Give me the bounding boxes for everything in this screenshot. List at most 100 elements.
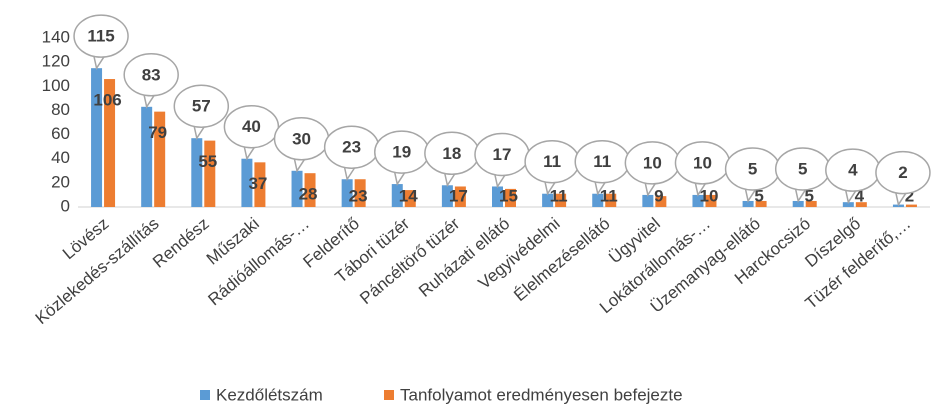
callout-join (494, 166, 506, 173)
legend-label: Kezdőlétszám (216, 385, 323, 404)
callout-join (694, 174, 707, 181)
callout-join (794, 180, 807, 187)
bar (605, 193, 617, 207)
callout-join (243, 138, 256, 145)
bar (141, 106, 153, 207)
bar (354, 179, 366, 207)
data-label: 30 (292, 129, 311, 148)
data-label: 5 (754, 186, 763, 205)
bar (705, 194, 717, 207)
callout-join (644, 174, 657, 181)
bar (204, 140, 216, 207)
callout-join (844, 182, 857, 189)
callout-join (443, 165, 456, 172)
data-label: 11 (550, 186, 568, 205)
data-label: 79 (148, 123, 167, 142)
callout-join (143, 86, 156, 93)
y-tick-label: 20 (51, 172, 70, 191)
data-label: 4 (848, 161, 858, 180)
data-label: 106 (93, 91, 121, 110)
y-tick-label: 0 (61, 196, 70, 215)
callout-join (894, 184, 907, 191)
data-label: 55 (198, 152, 217, 171)
data-label: 19 (392, 143, 411, 162)
legend-label: Tanfolyamot eredményesen befejezte (400, 385, 683, 404)
bar (391, 184, 403, 207)
callout-bubble (73, 14, 129, 58)
bar (341, 179, 353, 207)
callout-join (193, 118, 206, 125)
callout-join (594, 173, 607, 180)
data-label: 115 (87, 27, 114, 46)
bar (254, 162, 266, 207)
y-tick-label: 80 (51, 100, 70, 119)
bar (692, 194, 704, 207)
data-label: 11 (543, 152, 561, 171)
data-label: 17 (493, 145, 512, 164)
callout-join (393, 164, 406, 171)
data-label: 17 (449, 186, 468, 205)
data-label: 2 (898, 163, 907, 182)
y-tick-label: 100 (42, 76, 70, 95)
data-label: 14 (399, 186, 418, 205)
bar (755, 200, 767, 207)
data-label: 10 (643, 153, 662, 172)
callout-bubble (123, 53, 179, 97)
callout-join (544, 173, 557, 180)
bar (492, 186, 503, 207)
y-tick-label: 60 (51, 124, 70, 143)
bar (805, 200, 817, 207)
bar (241, 158, 253, 207)
data-label: 10 (700, 186, 719, 205)
callout-join (93, 48, 106, 55)
bar (905, 204, 917, 207)
bar (404, 190, 416, 207)
callout-join (343, 159, 356, 166)
bar (842, 202, 854, 207)
y-tick-label: 140 (42, 27, 70, 46)
data-label: 4 (855, 186, 865, 205)
bar (454, 186, 466, 207)
bar (855, 202, 867, 207)
data-label: 5 (748, 159, 757, 178)
legend-swatch (200, 390, 210, 400)
bar (441, 185, 453, 207)
data-label: 11 (600, 186, 618, 205)
bar (742, 200, 754, 207)
data-label: 28 (299, 185, 318, 204)
bar (91, 68, 103, 207)
bar (642, 194, 654, 207)
bar (304, 173, 316, 207)
bar (655, 196, 667, 207)
data-label: 15 (499, 186, 518, 205)
bar (154, 111, 166, 207)
data-label: 23 (342, 138, 361, 157)
bar (792, 200, 804, 207)
data-label: 5 (804, 186, 813, 205)
data-label: 18 (442, 144, 461, 163)
data-label: 10 (693, 153, 712, 172)
data-label: 23 (349, 186, 368, 205)
data-label: 2 (905, 186, 914, 205)
data-label: 37 (248, 174, 267, 193)
callout-bubble (173, 84, 230, 128)
x-tick-label: Rendész (149, 214, 213, 272)
data-label: 5 (798, 159, 807, 178)
callout-bubble (875, 150, 931, 195)
bar (505, 188, 516, 207)
y-tick-label: 40 (51, 148, 70, 167)
data-label: 11 (593, 152, 611, 171)
y-tick-label: 120 (42, 52, 70, 71)
bar (291, 170, 303, 207)
bar (191, 138, 203, 207)
bar (104, 79, 116, 207)
data-label: 57 (192, 97, 211, 116)
bar (555, 193, 567, 207)
legend-swatch (384, 390, 394, 400)
bar (592, 193, 604, 207)
data-label: 83 (142, 65, 161, 84)
data-label: 40 (242, 117, 261, 136)
callout-join (744, 180, 757, 187)
data-label: 9 (654, 186, 663, 205)
